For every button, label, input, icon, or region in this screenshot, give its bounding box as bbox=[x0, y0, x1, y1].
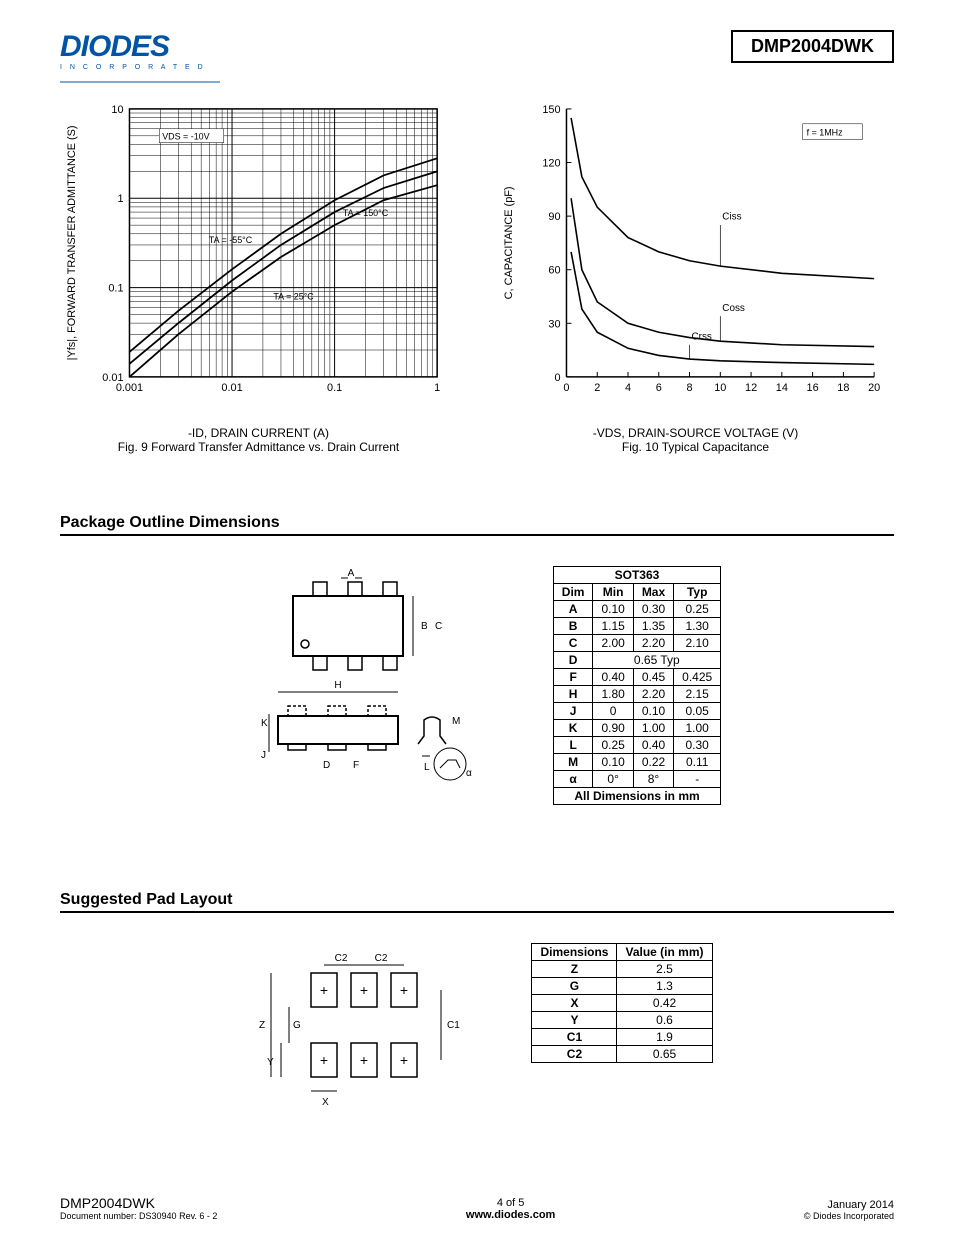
chart2-xlabel: -VDS, DRAIN-SOURCE VOLTAGE (V) Fig. 10 T… bbox=[497, 426, 894, 454]
svg-text:60: 60 bbox=[548, 265, 560, 277]
svg-text:12: 12 bbox=[745, 382, 757, 394]
chart2-caption: Fig. 10 Typical Capacitance bbox=[622, 440, 769, 454]
svg-text:+: + bbox=[400, 1052, 408, 1068]
footer-right: January 2014 © Diodes Incorporated bbox=[804, 1199, 894, 1221]
svg-text:+: + bbox=[360, 982, 368, 998]
svg-text:18: 18 bbox=[837, 382, 849, 394]
footer-mid: 4 of 5 www.diodes.com bbox=[466, 1197, 555, 1221]
section-title-pad: Suggested Pad Layout bbox=[60, 891, 894, 913]
chart1-svg: |Yfs|, FORWARD TRANSFER ADMITTANCE (S) 0.… bbox=[60, 99, 457, 417]
svg-text:TA = 25°C: TA = 25°C bbox=[273, 291, 314, 301]
svg-text:90: 90 bbox=[548, 211, 560, 223]
footer-url: www.diodes.com bbox=[466, 1209, 555, 1221]
svg-text:C2: C2 bbox=[375, 953, 388, 964]
footer-left: DMP2004DWK Document number: DS30940 Rev.… bbox=[60, 1195, 217, 1221]
svg-text:Coss: Coss bbox=[722, 303, 745, 314]
svg-text:0.01: 0.01 bbox=[102, 372, 123, 384]
pad-table: DimensionsValue (in mm)Z2.5G1.3X0.42Y0.6… bbox=[531, 943, 712, 1063]
svg-text:H: H bbox=[334, 680, 341, 691]
logo: DIODES I N C O R P O R A T E D bbox=[60, 30, 220, 89]
svg-text:0: 0 bbox=[563, 382, 569, 394]
svg-text:0.1: 0.1 bbox=[327, 382, 342, 394]
svg-text:10: 10 bbox=[714, 382, 726, 394]
section-title-package: Package Outline Dimensions bbox=[60, 514, 894, 536]
svg-text:120: 120 bbox=[542, 157, 560, 169]
svg-text:D: D bbox=[323, 760, 330, 771]
svg-text:+: + bbox=[320, 982, 328, 998]
package-diagram: A BC H K J D F L Mα bbox=[233, 566, 493, 831]
package-section: A BC H K J D F L Mα SOT363DimMinMaxTypA0.100.300… bbox=[60, 566, 894, 831]
svg-text:C, CAPACITANCE (pF): C, CAPACITANCE (pF) bbox=[503, 186, 515, 299]
svg-text:+: + bbox=[400, 982, 408, 998]
svg-text:0: 0 bbox=[554, 372, 560, 384]
svg-text:TA = 150°C: TA = 150°C bbox=[343, 208, 389, 218]
pad-table-cell: DimensionsValue (in mm)Z2.5G1.3X0.42Y0.6… bbox=[531, 943, 712, 1063]
svg-text:Z: Z bbox=[259, 1020, 265, 1031]
svg-text:f = 1MHz: f = 1MHz bbox=[807, 128, 843, 138]
svg-text:|Yfs|, FORWARD TRANSFER ADMITT: |Yfs|, FORWARD TRANSFER ADMITTANCE (S) bbox=[66, 125, 78, 360]
footer-page: 4 of 5 bbox=[466, 1197, 555, 1209]
svg-text:150: 150 bbox=[542, 104, 560, 116]
footer-doc: Document number: DS30940 Rev. 6 - 2 bbox=[60, 1211, 217, 1221]
pad-section: + + + + + + C2 C2 Z G Y X C1 DimensionsValue (in mm)… bbox=[60, 943, 894, 1118]
header: DIODES I N C O R P O R A T E D DMP2004DW… bbox=[60, 30, 894, 89]
svg-text:1: 1 bbox=[434, 382, 440, 394]
chart1-caption: Fig. 9 Forward Transfer Admittance vs. D… bbox=[118, 440, 399, 454]
svg-text:16: 16 bbox=[807, 382, 819, 394]
footer-copyright: © Diodes Incorporated bbox=[804, 1211, 894, 1221]
chart-1: |Yfs|, FORWARD TRANSFER ADMITTANCE (S) 0.… bbox=[60, 99, 457, 454]
svg-text:4: 4 bbox=[625, 382, 631, 394]
svg-text:0.1: 0.1 bbox=[108, 283, 123, 295]
charts-row: |Yfs|, FORWARD TRANSFER ADMITTANCE (S) 0.… bbox=[60, 99, 894, 454]
svg-text:Ciss: Ciss bbox=[722, 212, 741, 223]
svg-text:VDS = -10V: VDS = -10V bbox=[162, 132, 209, 142]
svg-text:+: + bbox=[320, 1052, 328, 1068]
svg-text:20: 20 bbox=[868, 382, 880, 394]
chart2-svg: C, CAPACITANCE (pF) 0 2 4 6 8 10 12 14 16 18 20 0 30 6… bbox=[497, 99, 894, 417]
svg-text:2: 2 bbox=[594, 382, 600, 394]
svg-text:TA = -55°C: TA = -55°C bbox=[209, 235, 253, 245]
svg-text:X: X bbox=[322, 1097, 329, 1108]
svg-text:B: B bbox=[421, 621, 428, 632]
svg-text:Crss: Crss bbox=[692, 331, 712, 342]
svg-text:C2: C2 bbox=[335, 953, 348, 964]
svg-text:G: G bbox=[293, 1020, 301, 1031]
package-table: SOT363DimMinMaxTypA0.100.300.25B1.151.35… bbox=[553, 566, 721, 805]
chart1-xlabel: -ID, DRAIN CURRENT (A) Fig. 9 Forward Tr… bbox=[60, 426, 457, 454]
footer-date: January 2014 bbox=[804, 1199, 894, 1211]
logo-main: DIODES bbox=[60, 30, 220, 64]
footer: DMP2004DWK Document number: DS30940 Rev.… bbox=[60, 1195, 894, 1221]
part-number: DMP2004DWK bbox=[751, 36, 874, 56]
svg-text:0.01: 0.01 bbox=[221, 382, 242, 394]
svg-text:14: 14 bbox=[776, 382, 788, 394]
svg-text:+: + bbox=[360, 1052, 368, 1068]
svg-text:J: J bbox=[261, 750, 266, 761]
chart-2: C, CAPACITANCE (pF) 0 2 4 6 8 10 12 14 16 18 20 0 30 6… bbox=[497, 99, 894, 454]
svg-text:10: 10 bbox=[111, 104, 123, 116]
svg-text:1: 1 bbox=[117, 193, 123, 205]
svg-text:Y: Y bbox=[267, 1057, 274, 1068]
pad-diagram: + + + + + + C2 C2 Z G Y X C1 bbox=[241, 943, 471, 1118]
svg-text:C1: C1 bbox=[447, 1020, 460, 1031]
svg-text:8: 8 bbox=[687, 382, 693, 394]
logo-sub: I N C O R P O R A T E D bbox=[60, 64, 220, 71]
footer-part: DMP2004DWK bbox=[60, 1195, 217, 1211]
svg-text:K: K bbox=[261, 718, 268, 729]
svg-text:30: 30 bbox=[548, 318, 560, 330]
svg-text:F: F bbox=[353, 760, 359, 771]
pad-svg: + + + + + + C2 C2 Z G Y X C1 bbox=[241, 943, 471, 1113]
svg-text:α: α bbox=[466, 768, 472, 779]
package-table-cell: SOT363DimMinMaxTypA0.100.300.25B1.151.35… bbox=[553, 566, 721, 805]
part-number-box: DMP2004DWK bbox=[731, 30, 894, 63]
svg-text:C: C bbox=[435, 621, 442, 632]
pkg-svg: A BC H K J D F L Mα bbox=[233, 566, 493, 826]
svg-text:A: A bbox=[347, 568, 354, 579]
svg-text:6: 6 bbox=[656, 382, 662, 394]
svg-text:L: L bbox=[424, 762, 430, 773]
svg-text:M: M bbox=[452, 716, 460, 727]
